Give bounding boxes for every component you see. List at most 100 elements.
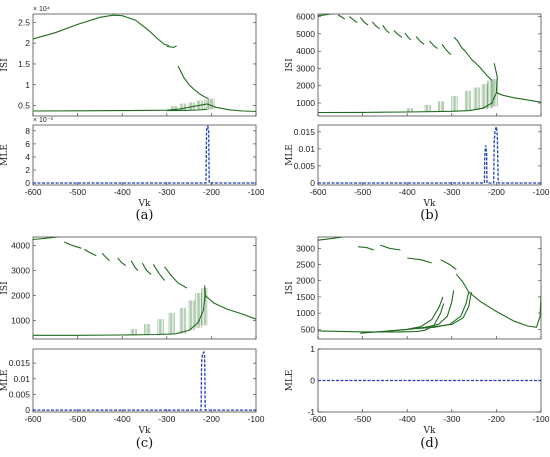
y-tick-label: 1500 xyxy=(296,292,315,302)
isi-series-7 xyxy=(404,32,412,41)
y-tick-label: 4000 xyxy=(296,46,315,56)
isi-series-7 xyxy=(152,264,166,281)
x-tick-label: -400 xyxy=(399,187,416,197)
isi-series-7 xyxy=(389,290,455,332)
panel-label: (d) xyxy=(420,436,438,451)
mle-series-0 xyxy=(33,350,256,411)
isi-series-9 xyxy=(33,285,206,336)
isi-data xyxy=(33,14,256,112)
isi-series-14 xyxy=(496,92,541,103)
panel-a-isi-axes: 0.5 1 1.5 2 2.5 ISI × 10⁴ xyxy=(0,6,257,117)
isi-series-9 xyxy=(431,291,472,328)
isi-series-0 xyxy=(33,14,170,47)
y-tick-label: 6000 xyxy=(296,12,315,22)
panel-c: 1000 2000 3000 4000 ISI 0 0.005 0.01 0.015 MLE -60… xyxy=(0,236,265,451)
mle-y-axis-label: MLE xyxy=(285,370,295,392)
x-tick-label: -100 xyxy=(247,187,264,197)
isi-frame xyxy=(32,13,257,117)
mle-y-axis-label: MLE xyxy=(285,144,295,166)
y-tick-label: 1 xyxy=(310,344,315,354)
isi-series-5 xyxy=(318,303,445,333)
mle-y-axis-label: MLE xyxy=(0,370,10,392)
panel-b-mle-axes: 0 0.005 0.01 0.015 MLE xyxy=(285,124,542,188)
x-tick-label: -400 xyxy=(114,187,131,197)
x-tick-label: -300 xyxy=(158,414,175,424)
y-tick-label: 5000 xyxy=(296,29,315,39)
panel-label: (a) xyxy=(136,208,154,223)
isi-series-8 xyxy=(164,266,188,289)
isi-frame xyxy=(317,236,542,340)
mle-exponent-label: × 10⁻³ xyxy=(33,117,54,124)
x-tick-label: -500 xyxy=(354,187,371,197)
isi-series-3 xyxy=(33,103,256,112)
y-tick-label: 2500 xyxy=(296,260,315,270)
y-tick-label: 8 xyxy=(25,126,30,136)
y-tick-label: 500 xyxy=(301,324,315,334)
isi-exponent-label: × 10⁴ xyxy=(33,6,50,13)
isi-series-10 xyxy=(441,43,452,55)
mle-data xyxy=(33,350,256,411)
y-tick-label: -1 xyxy=(307,407,315,417)
x-tick-label: -100 xyxy=(532,187,549,197)
y-tick-label: 2000 xyxy=(296,276,315,286)
y-tick-label: 1000 xyxy=(296,98,315,108)
mle-y-axis-label: MLE xyxy=(0,144,10,166)
isi-series-4 xyxy=(371,21,380,30)
y-tick-label: 0 xyxy=(25,178,30,188)
x-tick-label: -200 xyxy=(488,187,505,197)
isi-series-4 xyxy=(117,257,127,267)
y-tick-label: 0 xyxy=(310,178,315,188)
isi-series-11 xyxy=(453,36,466,52)
y-tick-label: 1.5 xyxy=(18,59,30,69)
isi-series-6 xyxy=(393,30,403,38)
isi-y-axis-label: ISI xyxy=(285,58,295,72)
x-tick-label: -300 xyxy=(443,187,460,197)
mle-data xyxy=(318,126,541,184)
y-tick-label: 1000 xyxy=(11,315,30,325)
isi-series-1 xyxy=(358,246,374,251)
y-tick-label: 0 xyxy=(25,405,30,415)
y-tick-label: 2 xyxy=(25,38,30,48)
isi-series-9 xyxy=(429,40,438,50)
isi-series-1 xyxy=(337,14,346,20)
y-tick-label: 6 xyxy=(25,139,30,149)
x-axis-label: Vk xyxy=(423,199,436,209)
isi-y-axis-label: ISI xyxy=(0,58,10,72)
y-tick-label: 0.01 xyxy=(298,144,315,154)
x-tick-label: -600 xyxy=(309,187,326,197)
isi-y-axis-label: ISI xyxy=(285,281,295,295)
mle-frame xyxy=(32,124,257,186)
x-tick-label: -100 xyxy=(247,414,264,424)
isi-series-10 xyxy=(204,295,256,320)
mle-series-0 xyxy=(33,125,256,184)
isi-series-3 xyxy=(359,17,369,26)
y-tick-label: 0.005 xyxy=(9,389,31,399)
y-tick-label: 2.5 xyxy=(18,17,30,27)
x-tick-label: -600 xyxy=(24,414,41,424)
isi-series-1 xyxy=(166,45,177,48)
isi-series-5 xyxy=(382,24,390,34)
panel-a: 0.5 1 1.5 2 2.5 ISI × 10⁴ 0 2 4 6 8 MLE × 10⁻³ -600 -50… xyxy=(0,6,265,223)
y-tick-label: 1000 xyxy=(296,308,315,318)
y-tick-label: 0.015 xyxy=(9,358,31,368)
panel-b: 1000 2000 3000 4000 5000 6000 ISI 0 0.005 0.01 0.0… xyxy=(285,12,550,223)
x-tick-label: -100 xyxy=(532,414,549,424)
mle-frame xyxy=(317,124,542,186)
panel-d-mle-axes: -1 0 1 MLE xyxy=(285,344,542,417)
y-tick-label: 0.01 xyxy=(13,374,30,384)
isi-series-2 xyxy=(348,16,358,24)
panel-b-isi-axes: 1000 2000 3000 4000 5000 6000 ISI xyxy=(285,12,542,117)
isi-series-4 xyxy=(440,259,457,270)
mle-data xyxy=(33,125,256,184)
x-axis-label: Vk xyxy=(423,426,436,436)
y-tick-label: 2000 xyxy=(296,81,315,91)
isi-series-5 xyxy=(130,260,139,271)
isi-series-2 xyxy=(84,248,97,257)
isi-series-11 xyxy=(455,273,470,293)
panel-d: 500 1000 1500 2000 2500 3000 ISI -1 0 1 MLE -600 -50… xyxy=(285,236,550,451)
isi-series-13 xyxy=(318,63,498,114)
x-tick-label: -600 xyxy=(309,414,326,424)
isi-series-10 xyxy=(468,291,541,328)
